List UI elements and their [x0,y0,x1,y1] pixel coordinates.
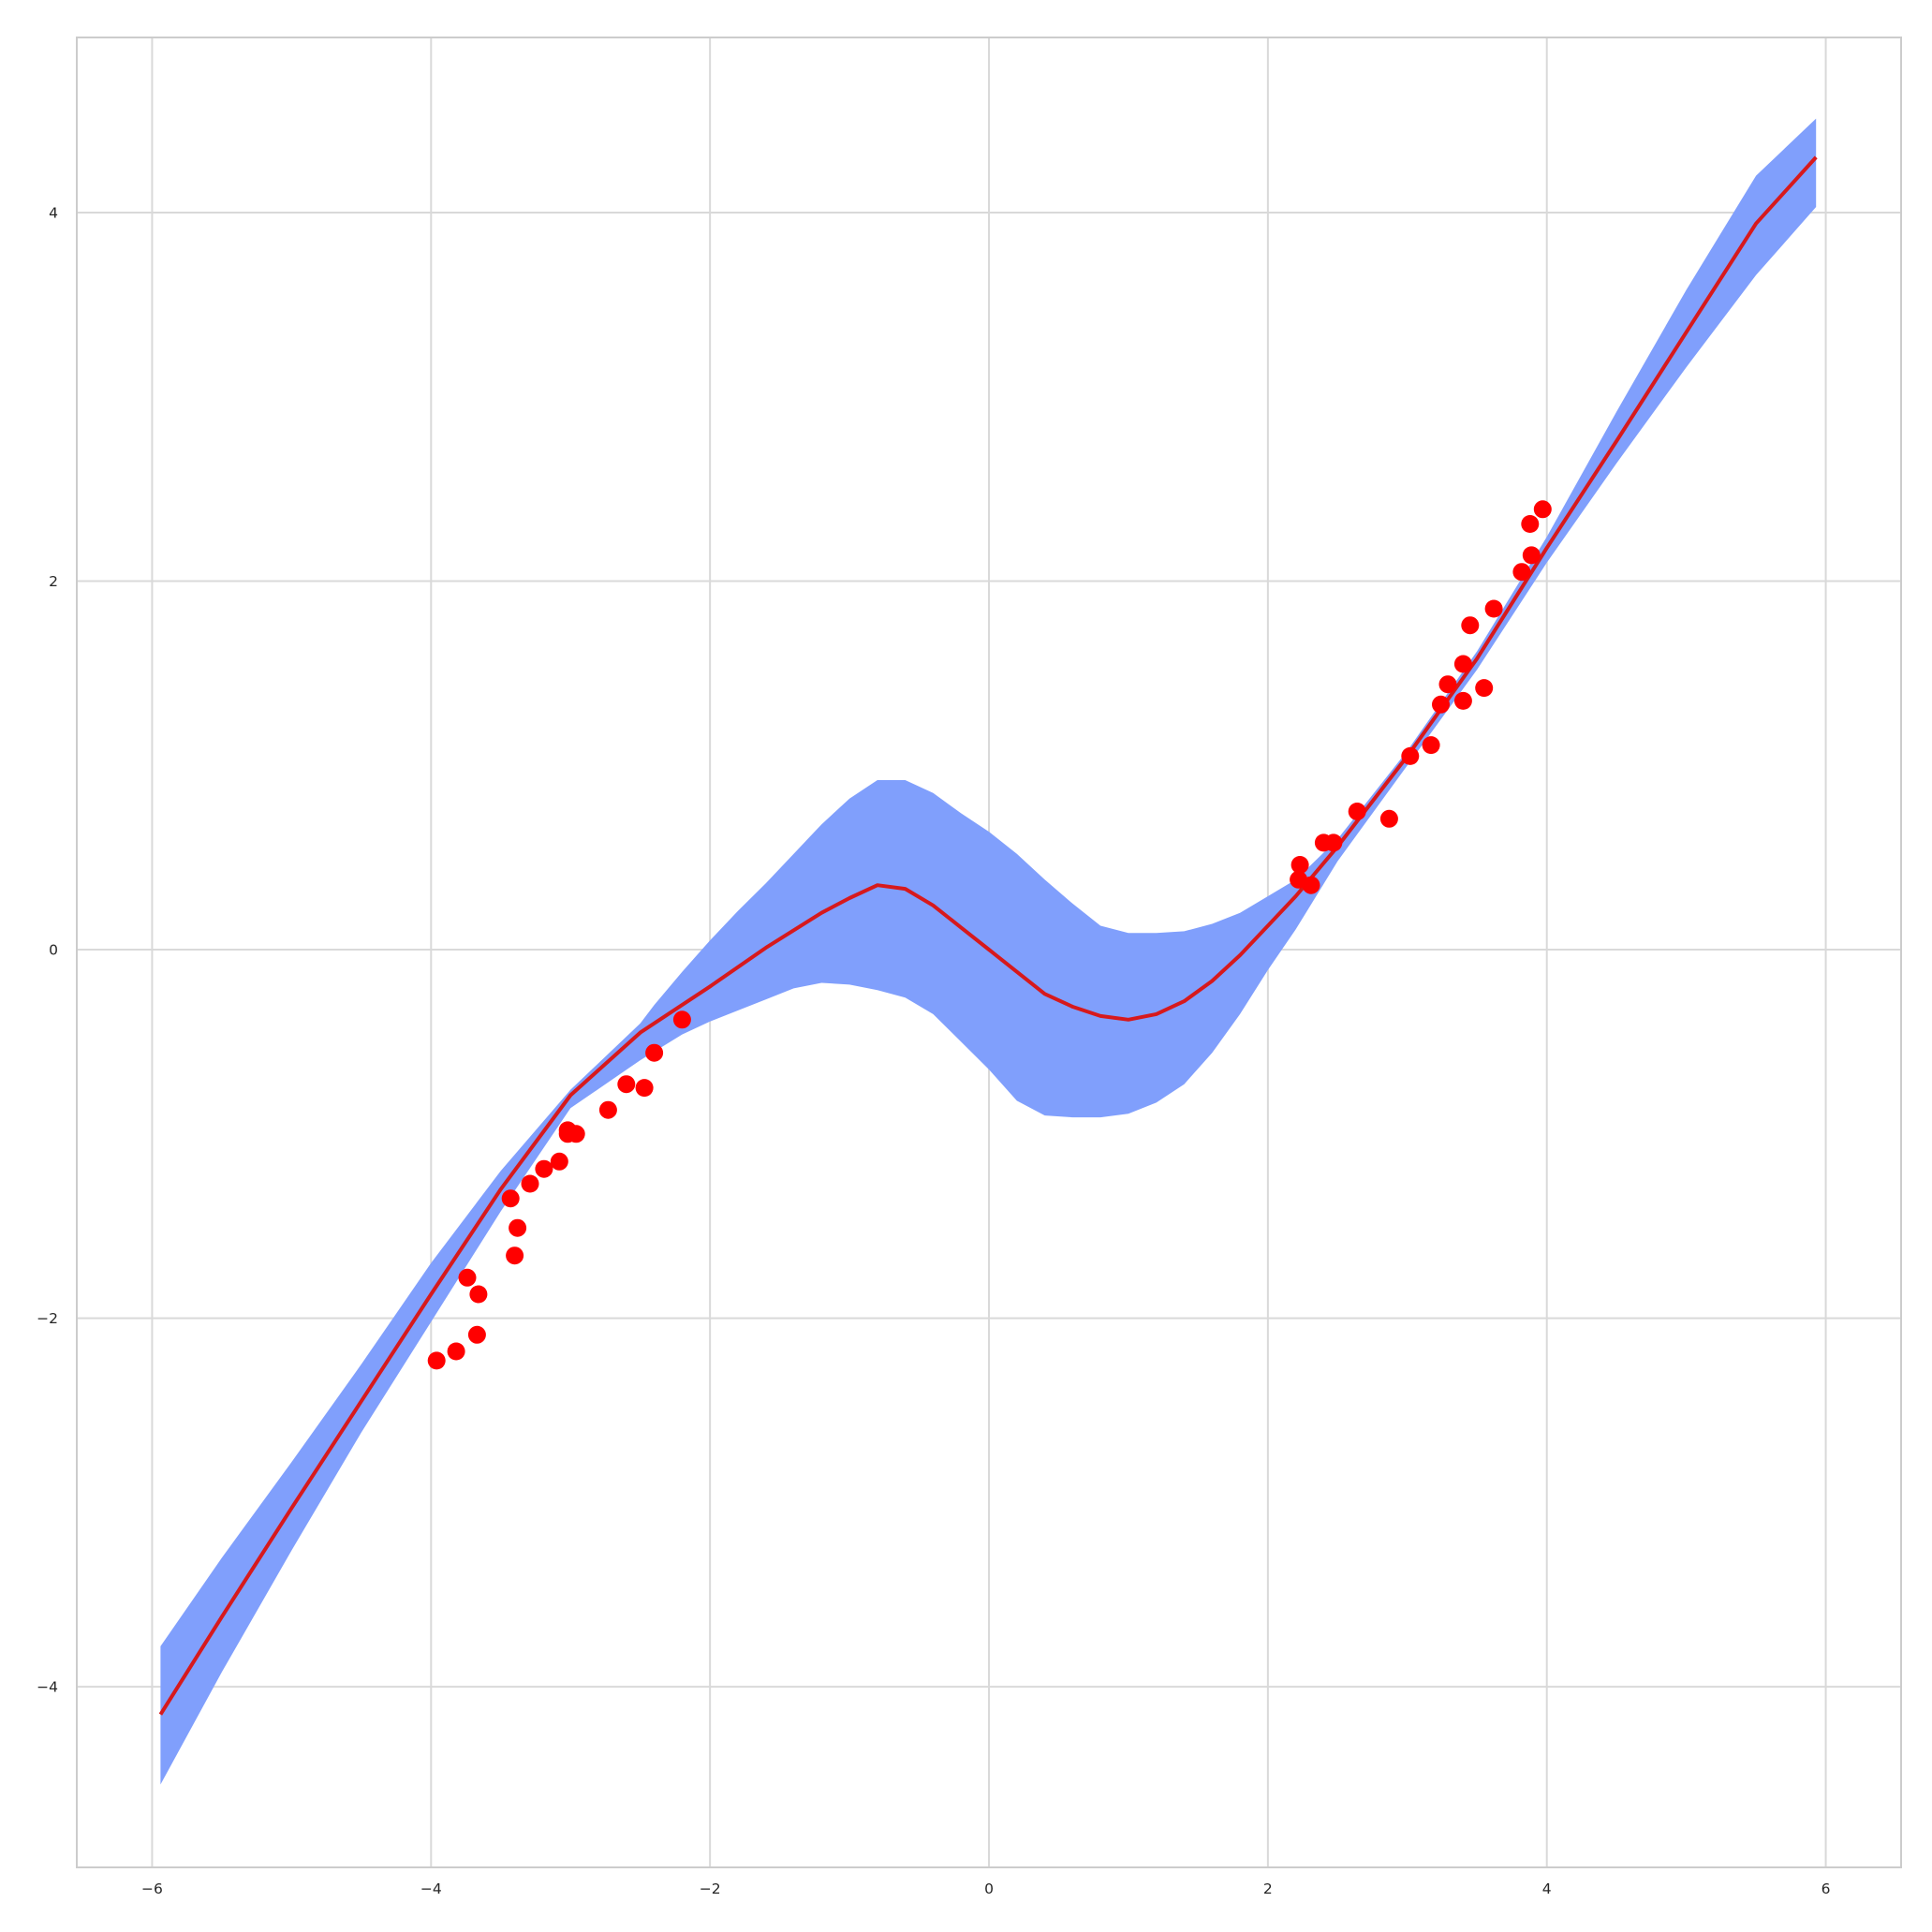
data-point [509,1218,527,1237]
scatter-points-layer [427,500,1552,1370]
y-tick-label: 0 [49,942,58,959]
data-point [1475,679,1494,698]
data-point [672,1010,691,1029]
data-point [1461,616,1480,635]
data-point [567,1125,585,1143]
data-point [617,1075,636,1094]
data-point [1438,675,1457,694]
data-point [1432,695,1450,714]
confidence-band [160,118,1817,1785]
y-tick-label: 2 [49,573,58,590]
x-tick-label: −2 [700,1880,721,1897]
data-point [1302,876,1320,894]
data-point [1401,746,1420,765]
mean-prediction-line [158,155,1818,1716]
data-point [458,1268,477,1287]
data-point [1521,515,1540,533]
data-point [598,1100,617,1119]
x-tick-label: 4 [1542,1880,1552,1897]
data-point [427,1351,446,1370]
data-point [635,1079,654,1098]
data-point [1533,500,1552,519]
y-tick-label: −2 [37,1310,58,1327]
data-point [1348,803,1366,820]
data-point [447,1342,465,1361]
data-point [467,1325,486,1344]
x-tick-label: 6 [1821,1880,1831,1897]
data-point [535,1159,553,1178]
confidence-band-layer [160,118,1817,1785]
data-point [506,1246,524,1265]
data-point [645,1043,664,1062]
data-point [1290,856,1309,874]
plot-frame [76,37,1902,1868]
y-tick-label: −4 [37,1679,58,1696]
data-point [550,1152,568,1171]
data-point [1453,655,1472,673]
y-tick-label: 4 [49,204,58,221]
data-point [1422,736,1440,755]
data-point [1453,691,1472,710]
mean-line-layer [158,155,1818,1716]
data-point [1324,833,1343,852]
tick-labels: −6 −4 −2 0 2 4 6 −4 −2 0 2 4 [37,204,1830,1897]
data-point [469,1285,488,1304]
x-tick-label: 2 [1263,1880,1273,1897]
data-point [1484,599,1503,618]
x-tick-label: −4 [420,1880,442,1897]
data-point [1379,809,1398,828]
data-point [501,1189,520,1208]
data-point [1522,546,1541,565]
data-point [1512,563,1531,582]
x-tick-label: −6 [141,1880,163,1897]
data-point [521,1174,539,1193]
x-tick-label: 0 [984,1880,994,1897]
